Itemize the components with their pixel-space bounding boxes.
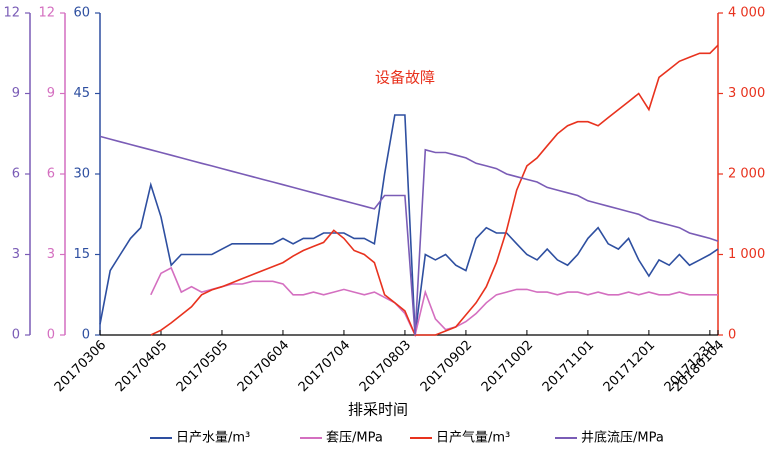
series-line <box>150 266 718 338</box>
legend-label: 套压/MPa <box>326 430 383 446</box>
y-tick-label: 6 <box>47 167 55 182</box>
y-tick-label: 9 <box>12 86 20 101</box>
y-tick-label: 0 <box>47 328 55 343</box>
x-tick-label: 20170405 <box>113 338 170 395</box>
legend-label: 日产气量/m³ <box>436 430 510 446</box>
y-tick-label: 12 <box>3 6 20 21</box>
y-tick-label: 12 <box>38 6 55 21</box>
x-tick-label: 20170306 <box>52 338 109 395</box>
x-tick-label: 20170604 <box>235 338 292 395</box>
x-tick-label: 20170803 <box>357 338 414 395</box>
series-line <box>99 135 719 336</box>
y-tick-label: 3 000 <box>728 86 765 101</box>
series-line <box>99 114 719 336</box>
y-tick-label: 0 <box>82 328 90 343</box>
x-tick-label: 20171002 <box>479 338 536 395</box>
y-tick-label: 0 <box>728 328 736 343</box>
y-tick-label: 45 <box>73 86 90 101</box>
y-tick-label: 1 000 <box>728 247 765 262</box>
x-tick-label: 20170704 <box>296 338 353 395</box>
y-tick-label: 15 <box>73 247 90 262</box>
x-tick-label: 20171201 <box>601 338 658 395</box>
annotation: 设备故障 <box>375 69 435 87</box>
y-tick-label: 4 000 <box>728 6 765 21</box>
x-tick-label: 20171101 <box>540 338 597 395</box>
x-tick-label: 20170505 <box>174 338 231 395</box>
y-tick-label: 3 <box>47 247 55 262</box>
x-tick-label: 20170902 <box>418 338 475 395</box>
y-tick-label: 60 <box>73 6 90 21</box>
legend-label: 井底流压/MPa <box>581 430 664 446</box>
series-line <box>150 44 719 336</box>
y-tick-label: 6 <box>12 167 20 182</box>
y-tick-label: 9 <box>47 86 55 101</box>
y-tick-label: 0 <box>12 328 20 343</box>
y-tick-label: 3 <box>12 247 20 262</box>
y-tick-label: 30 <box>73 167 90 182</box>
x-axis-label: 排采时间 <box>348 401 408 419</box>
y-tick-label: 2 000 <box>728 167 765 182</box>
legend-label: 日产水量/m³ <box>176 431 250 446</box>
